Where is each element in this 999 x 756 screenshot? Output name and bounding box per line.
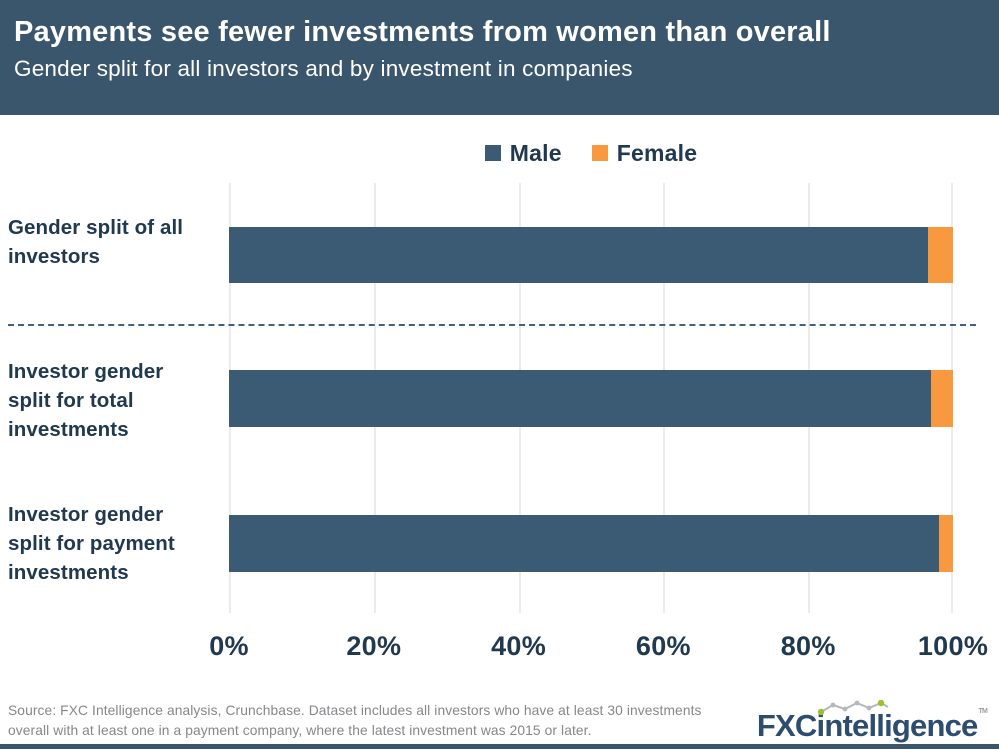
category-label-total-investments: Investor gender split for total investme… xyxy=(8,357,213,444)
chart-legend: Male Female xyxy=(229,137,953,169)
category-label-line: split for payment xyxy=(8,532,175,555)
chart-subtitle: Gender split for all investors and by in… xyxy=(14,56,633,82)
category-label-payment-investments: Investor gender split for payment invest… xyxy=(8,500,213,587)
x-tick-60: 60% xyxy=(635,631,691,661)
section-divider-dashed-line xyxy=(8,324,976,326)
category-label-line: investments xyxy=(8,561,129,584)
category-label-line: investors xyxy=(8,245,101,268)
category-label-line: Investor gender xyxy=(8,503,164,526)
female-swatch-icon xyxy=(591,145,608,161)
chart-title: Payments see fewer investments from wome… xyxy=(14,16,831,48)
bar-all-investors xyxy=(229,227,953,283)
source-note-line: Source: FXC Intelligence analysis, Crunc… xyxy=(8,703,702,718)
category-label-line: Gender split of all xyxy=(8,216,184,239)
x-tick-80: 80% xyxy=(780,631,836,661)
source-note-line: overall with at least one in a payment c… xyxy=(8,722,592,738)
bar-payment-investments-female-segment xyxy=(938,515,953,572)
bar-total-investments-female-segment xyxy=(931,370,953,427)
bar-payment-investments xyxy=(229,515,953,572)
x-axis: 0% 20% 40% 60% 80% 100% xyxy=(209,631,988,665)
x-tick-20: 20% xyxy=(346,631,402,661)
bar-total-investments-male-segment xyxy=(229,370,932,427)
category-label-line: split for total xyxy=(8,389,134,412)
category-label-all-investors: Gender split of all investors xyxy=(8,213,213,271)
bar-total-investments xyxy=(229,370,953,427)
fxc-intelligence-logo: FXCintelligenceTM xyxy=(756,698,988,756)
legend-label-female: Female xyxy=(616,139,698,166)
chart-header: Payments see fewer investments from wome… xyxy=(0,0,999,115)
bar-payment-investments-male-segment xyxy=(229,515,939,572)
sparkline-icon xyxy=(817,700,889,716)
legend-label-male: Male xyxy=(509,139,562,166)
logo-prefix: FXC xyxy=(756,708,817,743)
logo-suffix: intelligence xyxy=(816,708,979,743)
x-tick-0: 0% xyxy=(209,631,249,661)
source-note: Source: FXC Intelligence analysis, Crunc… xyxy=(8,701,778,740)
category-label-line: Investor gender xyxy=(8,360,164,383)
plot-area xyxy=(229,183,953,613)
bar-all-investors-male-segment xyxy=(229,227,928,283)
logo-wordmark: FXCintelligenceTM xyxy=(756,708,988,743)
category-label-line: investments xyxy=(8,418,129,441)
x-tick-40: 40% xyxy=(491,631,547,661)
legend-item-male: Male xyxy=(484,139,562,167)
bottom-accent-bar xyxy=(0,744,999,749)
bar-all-investors-female-segment xyxy=(927,227,953,283)
trademark-symbol: TM xyxy=(978,708,987,715)
male-swatch-icon xyxy=(484,145,501,161)
legend-item-female: Female xyxy=(591,139,698,167)
x-tick-100: 100% xyxy=(917,631,989,661)
